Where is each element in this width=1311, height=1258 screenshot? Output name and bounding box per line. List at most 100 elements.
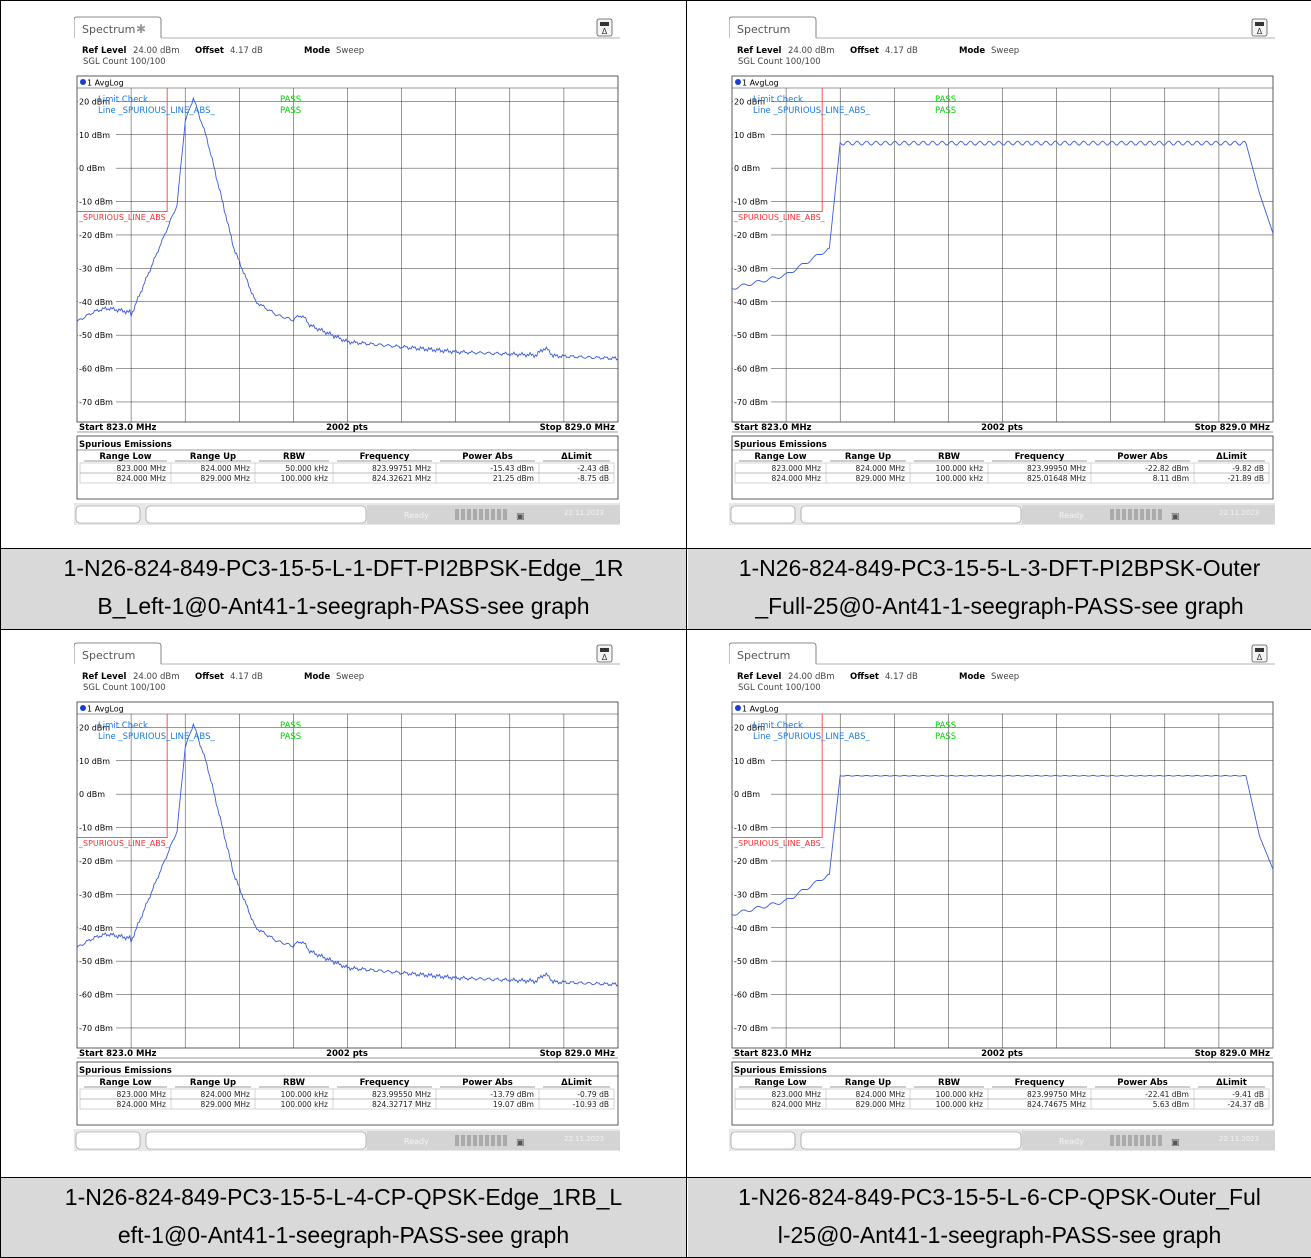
trace-1 (76, 96, 619, 361)
progress-segment (467, 1135, 471, 1146)
ref-level-label: Ref Level (737, 672, 781, 682)
y-axis-tick-label: -20 dBm (79, 231, 113, 240)
lxi-icon: ▣ (1171, 512, 1180, 522)
y-label-bg (78, 956, 116, 967)
progress-segment (479, 509, 483, 520)
status-field-main (145, 505, 367, 524)
offset-value: 4.17 dB (885, 46, 918, 56)
spurious-table (731, 1061, 1274, 1126)
status-date: 22.11.2023 (1219, 1135, 1259, 1143)
y-label-bg (733, 956, 771, 967)
ref-level-label: Ref Level (82, 46, 126, 56)
progress-segment (1116, 1135, 1120, 1146)
status-text: Ready (1059, 511, 1084, 520)
mode-label: Mode (304, 46, 330, 56)
spectrum-screenshot-2: Spectrum Δ Ref Level 24.00 dBm Offset 4.17 dB… (728, 16, 1275, 536)
y-axis-tick-label: -10 dBm (79, 198, 113, 207)
table-header: Range Up (190, 452, 236, 462)
table-cell: 100.000 kHz (281, 1090, 328, 1099)
y-axis-tick-label: -40 dBm (79, 924, 113, 933)
y-label-bg (733, 363, 771, 374)
status-text: Ready (404, 1137, 429, 1146)
y-label-bg (78, 755, 116, 766)
tab-spectrum: Spectrum (737, 649, 790, 662)
limit-check-pass: PASS (280, 721, 301, 731)
y-axis-tick-label: -40 dBm (79, 298, 113, 307)
table-header: Frequency (360, 1078, 410, 1088)
table-cell: 823.000 MHz (117, 464, 167, 473)
y-axis-tick-label: 0 dBm (79, 790, 105, 799)
table-cell: 100.000 kHz (936, 1100, 983, 1109)
limit-line-check-label: Line _SPURIOUS_LINE_ABS_ (98, 732, 215, 742)
table-cell: 824.000 MHz (856, 464, 906, 473)
y-axis-tick-label: -60 dBm (79, 991, 113, 1000)
y-axis-tick-label: 20 dBm (734, 723, 765, 732)
caption-1-line-1: 1-N26-824-849-PC3-15-5-L-1-DFT-PI2BPSK-E… (63, 555, 624, 581)
table-header: RBW (283, 452, 306, 462)
limit-line (732, 88, 823, 213)
status-date: 22.11.2023 (1219, 509, 1259, 517)
spurious-table (731, 435, 1274, 500)
y-label-bg (733, 889, 771, 900)
limit-line-label: _SPURIOUS_LINE_ABS_ (733, 839, 826, 848)
y-axis-tick-label: -70 dBm (79, 398, 113, 407)
table-header: Range Low (99, 1078, 151, 1088)
progress-segment (467, 509, 471, 520)
progress-segment (503, 509, 507, 520)
tab-outline (728, 642, 817, 664)
progress-segment (485, 1135, 489, 1146)
hardware-icon-bar (600, 648, 609, 652)
table-cell: 824.32717 MHz (372, 1100, 431, 1109)
progress-segment (1152, 1135, 1156, 1146)
table-border (686, 0, 687, 1258)
progress-segment (1140, 1135, 1144, 1146)
offset-label: Offset (850, 46, 879, 56)
table-header: RBW (938, 1078, 961, 1088)
table-border (0, 548, 1311, 549)
table-cell: 823.000 MHz (117, 1090, 167, 1099)
y-axis-tick-label: -60 dBm (734, 991, 768, 1000)
progress-segment (1158, 1135, 1162, 1146)
table-row (734, 472, 1270, 484)
y-label-bg (78, 789, 116, 800)
caption-3-line-2: eft-1@0-Ant41-1-seegraph-PASS-see graph (117, 1222, 570, 1248)
y-label-bg (78, 263, 116, 274)
y-label-bg (733, 822, 771, 833)
y-label-bg (733, 789, 771, 800)
limit-line-check-label: Line _SPURIOUS_LINE_ABS_ (753, 732, 870, 742)
y-axis-tick-label: -60 dBm (79, 365, 113, 374)
mode-label: Mode (959, 672, 985, 682)
table-cell: 100.000 kHz (936, 474, 983, 483)
table-header: Power Abs (1117, 1078, 1168, 1088)
table-cell: 824.000 MHz (856, 1090, 906, 1099)
progress-segment (479, 1135, 483, 1146)
table-cell: 829.000 MHz (201, 474, 251, 483)
limit-line-pass: PASS (280, 732, 301, 742)
limit-line-pass: PASS (280, 106, 301, 116)
ref-level-value: 24.00 dBm (133, 46, 180, 56)
table-cell: 824.000 MHz (772, 474, 822, 483)
progress-segment (497, 509, 501, 520)
spectrum-svg: Spectrum Δ Ref Level 24.00 dBm Offset 4.17 dB… (728, 642, 1275, 1151)
table-cell: 823.99950 MHz (1027, 464, 1086, 473)
table-header: ΔLimit (1216, 1078, 1247, 1088)
hardware-icon-bar (1255, 648, 1264, 652)
progress-segment (473, 1135, 477, 1146)
table-header: Range Up (845, 1078, 891, 1088)
trace-label: 1 AvgLog (87, 705, 124, 714)
sgl-count: SGL Count 100/100 (738, 57, 821, 67)
progress-segment (1152, 509, 1156, 520)
table-header: ΔLimit (561, 452, 592, 462)
table-cell: 824.74675 MHz (1027, 1100, 1086, 1109)
progress-segment (1134, 1135, 1138, 1146)
status-field-left (730, 1131, 796, 1150)
table-header: Range Low (99, 452, 151, 462)
lxi-icon: ▣ (516, 1138, 525, 1148)
y-axis-tick-label: 20 dBm (79, 97, 110, 106)
table-cell: 829.000 MHz (856, 474, 906, 483)
y-label-bg (733, 722, 771, 733)
caption-1: 1-N26-824-849-PC3-15-5-L-1-DFT-PI2BPSK-E… (1, 549, 686, 629)
y-axis-tick-label: 0 dBm (79, 164, 105, 173)
spectrum-screenshot-4: Spectrum Δ Ref Level 24.00 dBm Offset 4.17 dB… (728, 642, 1275, 1162)
